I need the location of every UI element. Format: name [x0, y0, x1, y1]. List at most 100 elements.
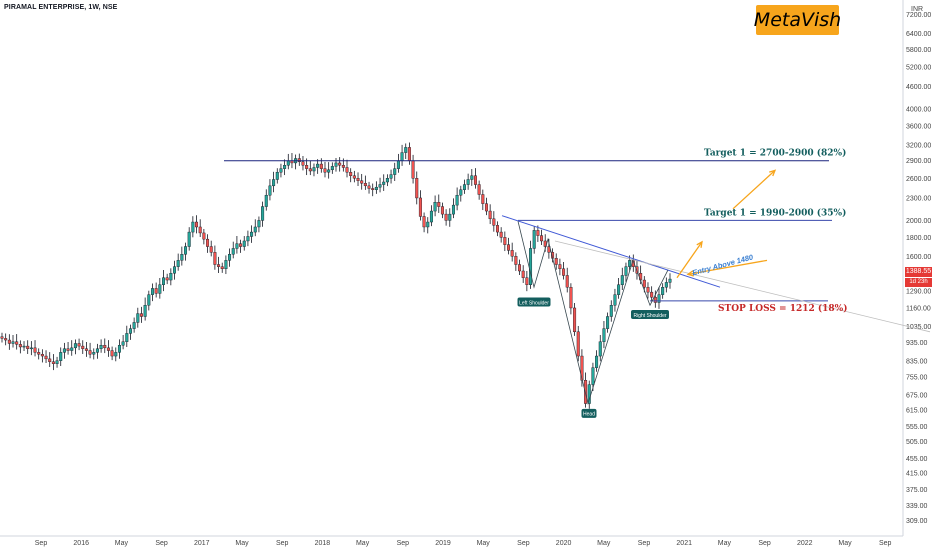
candle-body — [37, 352, 41, 355]
candle-body — [40, 353, 44, 357]
candle-body — [272, 179, 276, 187]
y-tick-label: 2600.00 — [906, 176, 931, 183]
y-tick-label: 309.00 — [906, 518, 928, 525]
candle-body — [121, 341, 125, 346]
x-tick-label: Sep — [758, 540, 771, 547]
candle-body — [268, 185, 272, 196]
candle-body — [4, 338, 8, 341]
y-tick-label: 505.00 — [906, 439, 928, 446]
candle-body — [202, 232, 206, 240]
candle-body — [341, 164, 345, 168]
candle-body — [477, 184, 481, 195]
target-mid-label: Target 1 = 1990-2000 (35%) — [704, 207, 846, 218]
candle-body — [283, 164, 287, 169]
candle-body — [51, 361, 55, 364]
x-tick-label: 2016 — [73, 540, 89, 547]
candle-body — [161, 277, 165, 285]
candle-body — [492, 218, 496, 226]
candle-body — [169, 273, 173, 281]
entry-arrow-head — [686, 270, 694, 277]
candle-body — [195, 221, 199, 228]
candle-body — [620, 275, 624, 285]
candle-body — [451, 204, 455, 215]
candle-body — [628, 260, 632, 267]
candle-body — [84, 348, 88, 351]
candle-body — [81, 345, 85, 349]
candle-body — [440, 206, 444, 215]
candle-body — [55, 360, 59, 364]
logo-badge: MetaVish — [753, 5, 842, 35]
candle-body — [213, 252, 217, 265]
x-tick-label: 2021 — [676, 540, 692, 547]
candle-body — [363, 183, 367, 187]
candle-body — [128, 328, 132, 334]
candle-body — [62, 348, 66, 353]
candle-body — [235, 243, 239, 249]
candle-body — [132, 322, 136, 329]
candle-body — [99, 345, 103, 349]
logo-text: MetaVish — [753, 9, 842, 31]
candle-body — [198, 226, 202, 234]
candle-body — [653, 297, 657, 303]
y-tick-label: 415.00 — [906, 471, 928, 478]
y-tick-label: 755.00 — [906, 374, 928, 381]
y-tick-label: 3200.00 — [906, 142, 931, 149]
x-tick-label: Sep — [638, 540, 651, 547]
y-tick-label: 2000.00 — [906, 218, 931, 225]
target-high-arrow — [732, 169, 776, 210]
candle-body — [642, 279, 646, 288]
candle-body — [554, 258, 558, 265]
y-tick-label: 555.00 — [906, 424, 928, 431]
candle-body — [275, 171, 279, 180]
candle-body — [459, 189, 463, 196]
candle-body — [316, 163, 320, 168]
pattern-label-box — [631, 310, 669, 320]
candle-body — [338, 162, 342, 166]
candle-body — [319, 163, 323, 169]
candle-body — [158, 284, 162, 294]
y-tick-label: 4000.00 — [906, 107, 931, 114]
candle-body — [576, 331, 580, 357]
candle-body — [224, 260, 228, 270]
candle-body — [92, 352, 96, 355]
x-tick-label: Sep — [276, 540, 289, 547]
candle-body — [209, 246, 213, 253]
candle-body — [106, 347, 110, 351]
candle-body — [77, 343, 81, 347]
x-tick-label: 2020 — [556, 540, 572, 547]
candle-body — [668, 278, 672, 283]
candle-body — [470, 175, 474, 180]
y-tick-label: 1290.00 — [906, 288, 931, 295]
candle-body — [173, 266, 177, 274]
y-tick-label: 2300.00 — [906, 195, 931, 202]
x-tick-label: Sep — [35, 540, 48, 547]
candle-body — [437, 202, 441, 207]
y-tick-label: 5200.00 — [906, 64, 931, 71]
y-tick-label: 2900.00 — [906, 158, 931, 165]
candle-body — [301, 161, 305, 166]
candle-body — [114, 352, 118, 357]
candle-body — [191, 221, 195, 233]
candle-body — [139, 313, 143, 317]
candle-body — [529, 248, 533, 285]
y-tick-label: 1160.00 — [906, 305, 931, 312]
head-and-shoulders-outline — [517, 221, 669, 406]
candle-body — [217, 264, 221, 267]
candle-body — [587, 384, 591, 404]
candle-body — [264, 194, 268, 207]
candle-body — [0, 336, 4, 339]
candle-body — [426, 221, 430, 228]
candle-body — [503, 237, 507, 245]
candle-body — [429, 210, 433, 223]
y-tick-label: 6400.00 — [906, 31, 931, 38]
candle-body — [327, 169, 331, 173]
candle-body — [257, 220, 261, 228]
candle-body — [110, 350, 114, 357]
y-tick-label: 3600.00 — [906, 123, 931, 130]
candle-body — [617, 284, 621, 295]
candle-body — [385, 178, 389, 183]
candle-body — [525, 277, 529, 285]
candle-body — [378, 184, 382, 188]
